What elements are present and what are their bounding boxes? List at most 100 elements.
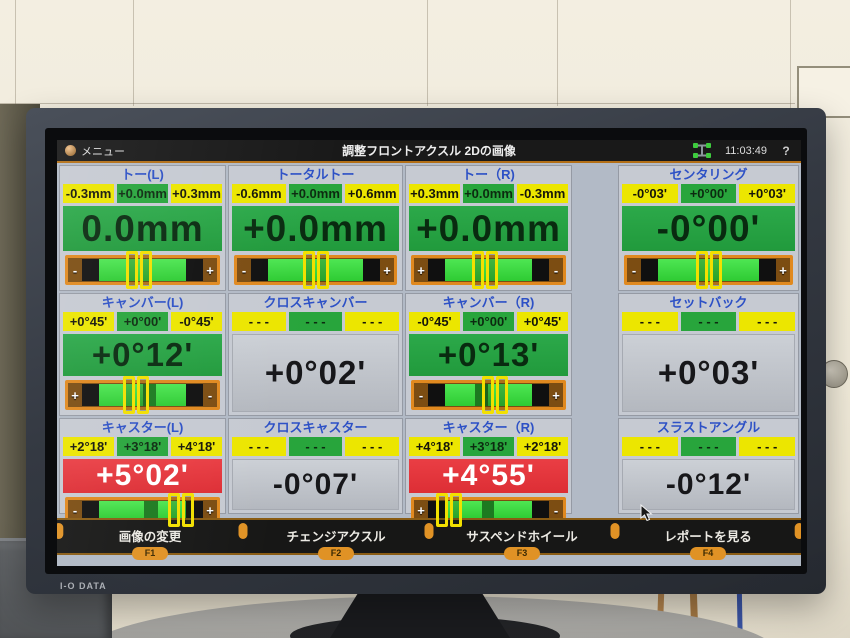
gauge-end-block bbox=[532, 259, 549, 281]
panel-total-toe: トータルトー -0.6mm +0.0mm +0.6mm +0.0mm - + bbox=[228, 165, 403, 291]
camber-right-spec-min: -0°45' bbox=[409, 312, 460, 331]
toe-right-spec-range: +0.3mm +0.0mm -0.3mm bbox=[406, 184, 571, 203]
gauge-end-block bbox=[186, 259, 203, 281]
menu-button[interactable]: メニュー bbox=[65, 143, 125, 159]
camber-right-adjust-gauge: - + bbox=[411, 376, 566, 414]
wall-seam bbox=[427, 0, 428, 106]
cross-caster-value: -0°07' bbox=[232, 459, 399, 510]
toe-left-title: トー(L) bbox=[121, 167, 164, 182]
title-bar: メニュー 調整フロントアクスル 2Dの画像 11:03:49 ? bbox=[57, 140, 801, 163]
caster-left-spec-target: +3°18' bbox=[117, 437, 168, 456]
caster-left-gauge-minus-label: - bbox=[72, 502, 78, 518]
menu-button-f3[interactable]: サスペンドホイール F3 bbox=[429, 520, 615, 560]
toe-right-adjust-gauge: + - bbox=[411, 251, 566, 289]
menu-button-f2[interactable]: チェンジアクスル F2 bbox=[243, 520, 429, 560]
camber-left-spec-range: +0°45' +0°00' -0°45' bbox=[60, 312, 225, 331]
panel-thrust-angle: スラストアングル - - -- - -- - - -0°12' bbox=[618, 418, 799, 514]
menu-separator-pill bbox=[424, 523, 434, 539]
total-toe-spec-min: -0.6mm bbox=[232, 184, 286, 203]
cross-caster-title: クロスキャスター bbox=[263, 420, 368, 435]
gauge-end-block bbox=[82, 259, 99, 281]
cross-camber-value: +0°02' bbox=[232, 334, 399, 412]
axle-status-icon bbox=[692, 143, 711, 158]
caster-right-value: +4°55' bbox=[409, 459, 568, 493]
caster-left-gauge-track bbox=[99, 501, 186, 519]
camber-left-title: キャンバー(L) bbox=[101, 295, 184, 310]
toe-left-spec-max: +0.3mm bbox=[171, 184, 222, 203]
menu-separator-pill bbox=[238, 523, 248, 539]
centering-gauge-minus-label: - bbox=[631, 262, 637, 278]
toe-right-gauge-minus-label: - bbox=[553, 262, 559, 278]
toe-left-spec-range: -0.3mm +0.0mm +0.3mm bbox=[60, 184, 225, 203]
menu-label-f1: 画像の変更 bbox=[118, 530, 182, 544]
panel-caster-right: キャスター（R) +4°18' +3°18' +2°18' +4°55' + - bbox=[405, 418, 572, 527]
caster-right-gauge-track bbox=[445, 501, 532, 519]
panel-cross-caster: クロスキャスター - - -- - -- - - -0°07' bbox=[228, 418, 403, 514]
setback-spec-range: - - -- - -- - - bbox=[619, 312, 798, 331]
cross-camber-spec-range: - - -- - -- - - bbox=[229, 312, 402, 331]
panel-caster-left: キャスター(L) +2°18' +3°18' +4°18' +5°02' - + bbox=[59, 418, 226, 527]
centering-gauge-plus-label: + bbox=[779, 262, 787, 278]
wall-seam bbox=[790, 0, 791, 112]
wall-seam bbox=[15, 0, 16, 106]
caster-right-spec-range: +4°18' +3°18' +2°18' bbox=[406, 437, 571, 456]
menu-separator-pill bbox=[610, 523, 620, 539]
thrust-angle-value: -0°12' bbox=[622, 459, 795, 510]
wall-seam bbox=[557, 0, 558, 106]
toe-right-spec-min: +0.3mm bbox=[409, 184, 460, 203]
caster-left-gauge-plus-label: + bbox=[206, 502, 214, 518]
panel-setback: セットバック - - -- - -- - - +0°03' bbox=[618, 293, 799, 416]
camber-left-spec-min: +0°45' bbox=[63, 312, 114, 331]
menu-button-f1[interactable]: 画像の変更 F1 bbox=[57, 520, 243, 560]
camber-left-spec-target: +0°00' bbox=[117, 312, 168, 331]
gauge-end-block bbox=[532, 384, 549, 406]
gauge-end-block bbox=[428, 384, 445, 406]
page-title: 調整フロントアクスル 2Dの画像 bbox=[342, 144, 516, 158]
menu-separator-pill bbox=[794, 523, 801, 539]
mouse-cursor bbox=[640, 504, 653, 522]
centering-gauge-track bbox=[658, 259, 759, 281]
toe-left-gauge-minus-label: - bbox=[72, 262, 78, 278]
toe-left-spec-min: -0.3mm bbox=[63, 184, 114, 203]
gauge-end-block bbox=[641, 259, 658, 281]
thrust-angle-spec-target: - - - bbox=[680, 437, 737, 456]
caster-right-spec-min: +4°18' bbox=[409, 437, 460, 456]
toe-left-value: 0.0mm bbox=[63, 206, 222, 251]
wall-seam bbox=[0, 103, 795, 104]
gauge-end-block bbox=[428, 259, 445, 281]
total-toe-gauge-minus-label: - bbox=[241, 262, 247, 278]
toe-right-value: +0.0mm bbox=[409, 206, 568, 251]
fkey-badge-f2: F2 bbox=[318, 547, 354, 560]
panel-toe-right: トー（R) +0.3mm +0.0mm -0.3mm +0.0mm + - bbox=[405, 165, 572, 291]
centering-spec-min: -0°03' bbox=[622, 184, 678, 203]
thrust-angle-title: スラストアングル bbox=[656, 420, 761, 435]
caster-right-gauge-plus-label: + bbox=[417, 502, 425, 518]
wall-seam bbox=[133, 0, 134, 106]
caster-right-spec-target: +3°18' bbox=[463, 437, 514, 456]
menu-label-f4: レポートを見る bbox=[664, 530, 752, 544]
menu-button-f4[interactable]: レポートを見る F4 bbox=[615, 520, 801, 560]
total-toe-adjust-gauge: - + bbox=[234, 251, 397, 289]
camber-left-gauge-plus-label: + bbox=[71, 387, 79, 403]
camber-right-title: キャンバー（R) bbox=[442, 295, 535, 310]
camber-right-value: +0°13' bbox=[409, 334, 568, 376]
panel-centering: センタリング -0°03' +0°00' +0°03' -0°00' - + bbox=[618, 165, 799, 291]
centering-spec-range: -0°03' +0°00' +0°03' bbox=[619, 184, 798, 203]
gauge-end-block bbox=[186, 384, 203, 406]
gauge-end-block bbox=[532, 501, 549, 519]
camber-right-spec-max: +0°45' bbox=[517, 312, 568, 331]
gauge-end-block bbox=[363, 259, 380, 281]
gauge-end-block bbox=[186, 501, 203, 519]
help-button[interactable]: ? bbox=[782, 143, 790, 158]
cross-caster-spec-min: - - - bbox=[232, 437, 286, 456]
cross-camber-spec-target: - - - bbox=[288, 312, 343, 331]
thrust-angle-spec-range: - - -- - -- - - bbox=[619, 437, 798, 456]
panel-cross-camber: クロスキャンバー - - -- - -- - - +0°02' bbox=[228, 293, 403, 416]
total-toe-gauge-plus-label: + bbox=[383, 262, 391, 278]
camber-right-spec-target: +0°00' bbox=[463, 312, 514, 331]
camber-right-gauge-plus-label: + bbox=[552, 387, 560, 403]
total-toe-value: +0.0mm bbox=[232, 206, 399, 251]
toe-left-gauge-indicator bbox=[126, 251, 153, 289]
clock: 11:03:49 bbox=[724, 144, 767, 157]
